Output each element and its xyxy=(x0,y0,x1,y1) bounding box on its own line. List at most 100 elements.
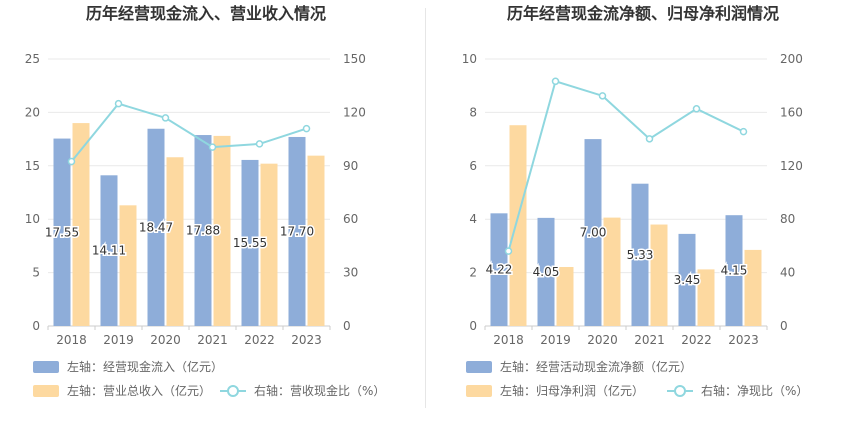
bar-primary xyxy=(631,183,649,326)
line-point xyxy=(161,114,170,122)
left-axis-tick-label: 10 xyxy=(462,52,477,66)
chart-panel-cashflow-revenue: 历年经营现金流入、营业收入情况 0 5 10 15 20 25 0 30 60 90 120 150 20… xyxy=(0,0,425,437)
right-axis-tick-label: 30 xyxy=(343,266,358,280)
bar-primary xyxy=(678,233,696,326)
bar-data-label: 14.11 xyxy=(92,244,126,258)
bar-data-label: 5.33 xyxy=(627,248,654,262)
line-series xyxy=(507,80,744,252)
legend-label: 左轴：营业总收入（亿元） xyxy=(67,383,211,398)
x-axis-tick-label: 2022 xyxy=(681,333,712,347)
right-axis-tick-label: 0 xyxy=(780,319,788,333)
bar-data-label: 17.88 xyxy=(186,224,220,238)
line-point xyxy=(692,105,701,113)
bar-primary xyxy=(288,136,306,326)
bar-secondary xyxy=(556,266,574,326)
bar-primary xyxy=(584,139,602,326)
legend-swatch-primary xyxy=(33,361,59,373)
left-axis-tick-label: 15 xyxy=(25,159,40,173)
line-point xyxy=(255,140,264,148)
x-axis-tick-label: 2018 xyxy=(56,333,87,347)
right-axis-tick-label: 80 xyxy=(780,212,795,226)
bar-primary xyxy=(537,217,555,326)
line-point xyxy=(302,124,311,133)
bar-data-label: 4.22 xyxy=(486,263,513,277)
left-axis-tick-label: 0 xyxy=(469,319,477,333)
bar-secondary xyxy=(307,155,325,326)
left-axis-tick-label: 6 xyxy=(469,159,477,173)
bar-primary xyxy=(194,135,212,326)
line-point xyxy=(739,127,748,136)
bar-data-label: 17.70 xyxy=(280,224,314,238)
bar-secondary xyxy=(166,157,184,326)
legend-label: 左轴：经营现金流入（亿元） xyxy=(67,359,223,374)
legend-label: 左轴：经营活动现金流净额（亿元） xyxy=(500,359,692,374)
x-axis-tick-label: 2019 xyxy=(540,333,571,347)
left-axis-tick-label: 8 xyxy=(469,105,477,119)
left-axis-tick-label: 5 xyxy=(32,266,40,280)
line-series xyxy=(70,102,307,163)
bar-primary xyxy=(147,128,165,326)
legend-swatch-primary xyxy=(466,361,492,373)
right-axis-tick-label: 120 xyxy=(780,159,803,173)
bar-primary xyxy=(53,138,71,326)
bar-primary xyxy=(100,175,118,326)
x-axis-tick-label: 2022 xyxy=(244,333,275,347)
right-axis-tick-label: 200 xyxy=(780,52,803,66)
legend-swatch-line-marker xyxy=(227,385,239,397)
bar-secondary xyxy=(697,269,715,326)
bar-primary xyxy=(241,159,259,326)
legend-swatch-secondary xyxy=(466,385,492,397)
bar-primary xyxy=(725,215,743,326)
line-point xyxy=(551,77,560,86)
chart-title: 历年经营现金流净额、归母净利润情况 xyxy=(507,4,779,23)
line-point xyxy=(208,143,217,151)
left-axis-tick-label: 20 xyxy=(25,105,40,119)
bar-data-label: 15.55 xyxy=(233,236,267,250)
legend-label: 右轴：营收现金比（%） xyxy=(254,383,385,398)
bar-secondary xyxy=(603,217,621,326)
right-axis-tick-label: 90 xyxy=(343,159,358,173)
legend-label: 左轴：归母净利润（亿元） xyxy=(500,383,644,398)
line-point xyxy=(114,99,123,108)
bar-secondary xyxy=(119,205,137,326)
bar-data-label: 18.47 xyxy=(139,220,173,234)
left-axis-tick-label: 0 xyxy=(32,319,40,333)
bar-secondary xyxy=(509,125,527,326)
bar-data-label: 4.05 xyxy=(533,265,560,279)
bar-data-label: 7.00 xyxy=(580,226,607,240)
x-axis-tick-label: 2023 xyxy=(728,333,759,347)
bar-primary xyxy=(490,213,508,326)
right-axis-tick-label: 160 xyxy=(780,105,803,119)
line-point xyxy=(67,157,76,166)
x-axis-tick-label: 2023 xyxy=(291,333,322,347)
x-axis-tick-label: 2019 xyxy=(103,333,134,347)
right-axis-tick-label: 60 xyxy=(343,212,358,226)
line-point xyxy=(504,247,513,255)
legend-label: 右轴：净现比（%） xyxy=(701,383,808,398)
left-axis-tick-label: 10 xyxy=(25,212,40,226)
bar-data-label: 17.55 xyxy=(45,225,79,239)
x-axis-tick-label: 2020 xyxy=(587,333,618,347)
chart-netcash-profit: 历年经营现金流净额、归母净利润情况 0 2 4 6 8 10 0 40 80 120 160 200 20… xyxy=(462,4,809,398)
bar-data-label: 3.45 xyxy=(674,273,701,287)
line-point xyxy=(598,92,607,100)
right-axis-tick-label: 40 xyxy=(780,266,795,280)
legend-swatch-secondary xyxy=(33,385,59,397)
right-axis-tick-label: 120 xyxy=(343,105,366,119)
x-axis-tick-label: 2021 xyxy=(197,333,228,347)
chart-title: 历年经营现金流入、营业收入情况 xyxy=(86,4,326,23)
x-axis-tick-label: 2020 xyxy=(150,333,181,347)
line-point xyxy=(645,135,654,143)
chart-panel-netcash-profit: 历年经营现金流净额、归母净利润情况 0 2 4 6 8 10 0 40 80 120 160 200 20… xyxy=(425,0,850,437)
left-axis-tick-label: 25 xyxy=(25,52,40,66)
left-axis-tick-label: 2 xyxy=(469,266,477,280)
bar-secondary xyxy=(744,249,762,326)
left-axis-tick-label: 4 xyxy=(469,212,477,226)
right-axis-tick-label: 150 xyxy=(343,52,366,66)
bar-secondary xyxy=(72,123,90,326)
panel-divider xyxy=(425,8,426,408)
x-axis-tick-label: 2018 xyxy=(493,333,524,347)
bar-secondary xyxy=(213,135,231,326)
bar-secondary xyxy=(650,224,668,326)
x-axis-tick-label: 2021 xyxy=(634,333,665,347)
